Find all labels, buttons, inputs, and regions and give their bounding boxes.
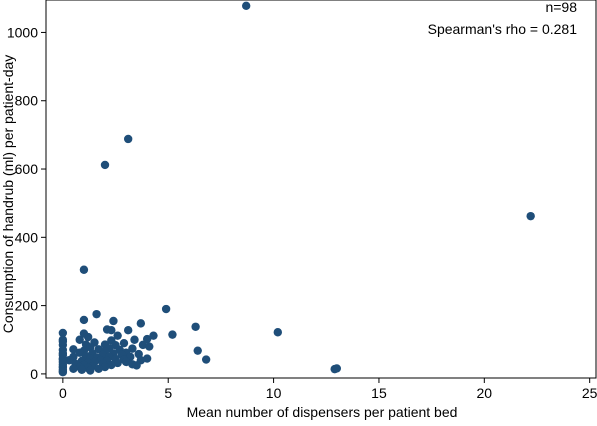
plot-frame [45, 0, 597, 379]
data-point [58, 367, 68, 377]
data-point [75, 335, 84, 344]
data-point [64, 356, 74, 365]
data-point [86, 366, 95, 375]
data-point [79, 315, 89, 325]
data-point [123, 325, 133, 335]
data-point [142, 354, 152, 363]
data-point [92, 309, 101, 319]
data-point [168, 330, 177, 339]
y-tick-label: 600 [15, 161, 39, 177]
data-point [149, 331, 158, 340]
data-point [119, 338, 129, 348]
data-point [145, 342, 154, 351]
data-point [241, 1, 251, 11]
annotation-n: n=98 [545, 0, 577, 15]
data-point [128, 344, 137, 353]
data-point [132, 361, 141, 370]
data-point [100, 362, 110, 372]
data-point [58, 337, 68, 346]
data-point [100, 160, 110, 170]
y-tick-label: 1000 [7, 24, 38, 40]
data-point [58, 349, 68, 358]
data-point [332, 364, 342, 373]
data-point [526, 211, 535, 221]
data-point [138, 340, 148, 350]
data-point [69, 345, 78, 354]
data-point [77, 365, 87, 375]
x-tick-label: 15 [371, 385, 387, 401]
data-points [58, 1, 535, 377]
data-point [94, 345, 103, 354]
x-tick-label: 0 [59, 385, 67, 401]
x-tick-label: 5 [164, 385, 172, 401]
y-axis-label: Consumption of handrub (ml) per patient-… [0, 55, 16, 334]
x-tick-label: 20 [477, 385, 493, 401]
x-axis-label: Mean number of dispensers per patient be… [187, 404, 458, 420]
data-point [193, 346, 202, 355]
data-point [79, 265, 89, 274]
data-point [109, 316, 118, 326]
y-tick-label: 800 [15, 93, 39, 109]
data-point [136, 319, 146, 328]
data-point [273, 328, 283, 337]
data-point [75, 348, 84, 357]
data-point [161, 304, 171, 314]
data-point [113, 358, 122, 368]
y-tick-label: 0 [30, 366, 38, 382]
x-tick-label: 10 [266, 385, 282, 401]
data-point [191, 322, 200, 331]
data-point [121, 357, 131, 367]
data-point [130, 335, 139, 344]
data-point [107, 325, 116, 335]
data-point [142, 334, 152, 344]
annotation-spearman-rho: Spearman's rho = 0.281 [428, 21, 578, 37]
data-point [58, 355, 68, 364]
x-tick-label: 25 [582, 385, 597, 401]
y-tick-label: 200 [15, 298, 39, 314]
data-point [201, 355, 211, 364]
data-point [83, 332, 93, 342]
axes: 0 200 400 600 800 1000 0 5 10 15 20 25 [7, 0, 597, 401]
data-point [107, 360, 116, 370]
data-point [69, 364, 78, 373]
data-point [113, 331, 122, 340]
data-point [94, 364, 103, 373]
y-tick-label: 400 [15, 229, 39, 245]
data-point [123, 134, 133, 144]
data-point [58, 328, 68, 338]
